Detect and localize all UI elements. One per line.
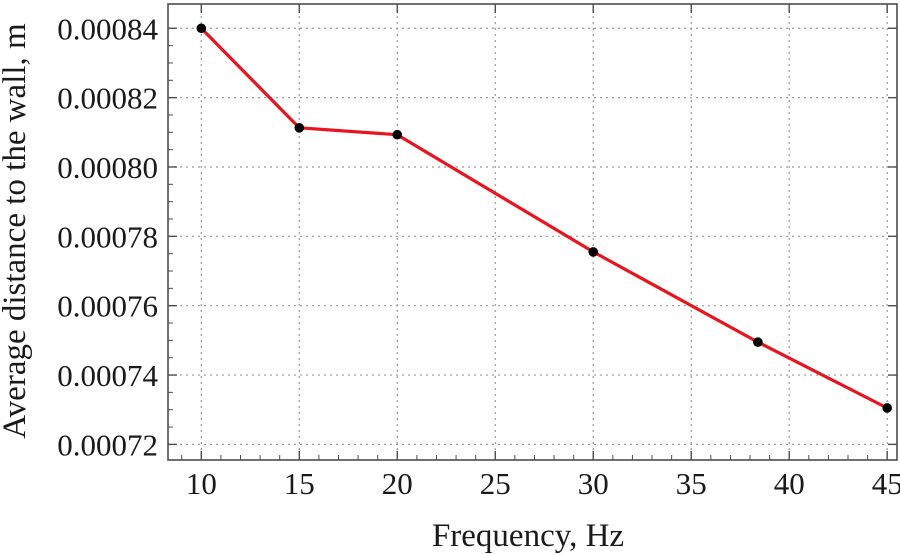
x-axis-title: Frequency, Hz bbox=[432, 518, 624, 554]
x-ticks: 10 15 20 25 30 35 40 45 bbox=[181, 4, 900, 501]
x-tick-label: 40 bbox=[774, 466, 805, 501]
y-tick-label: 0.00076 bbox=[57, 289, 158, 324]
x-tick-label: 15 bbox=[284, 466, 315, 501]
data-series bbox=[196, 23, 893, 413]
y-axis-title: Average distance to the wall, m bbox=[0, 23, 33, 439]
plot-frame bbox=[167, 3, 898, 461]
y-tick-label: 0.00084 bbox=[57, 11, 158, 46]
x-tick-label: 45 bbox=[872, 466, 900, 501]
x-tick-label: 20 bbox=[382, 466, 413, 501]
y-tick-label: 0.00072 bbox=[57, 427, 158, 462]
data-point bbox=[882, 403, 893, 413]
data-point bbox=[294, 122, 305, 133]
series-line bbox=[200, 27, 888, 410]
data-point bbox=[196, 23, 207, 34]
data-point bbox=[392, 129, 403, 140]
x-tick-label: 35 bbox=[676, 466, 707, 501]
y-tick-label: 0.00074 bbox=[57, 358, 158, 393]
x-tick-label: 25 bbox=[480, 466, 511, 501]
y-tick-label: 0.00078 bbox=[57, 219, 158, 254]
x-tick-label: 10 bbox=[186, 466, 217, 501]
data-point bbox=[753, 337, 763, 347]
y-tick-label: 0.00082 bbox=[57, 81, 158, 116]
y-tick-label: 0.00080 bbox=[57, 150, 158, 185]
grid-lines bbox=[168, 4, 897, 460]
data-point bbox=[588, 247, 599, 257]
y-ticks: 0.00072 0.00074 0.00076 0.00078 0.00080 0.000… bbox=[57, 11, 897, 462]
x-tick-label: 30 bbox=[578, 466, 609, 501]
